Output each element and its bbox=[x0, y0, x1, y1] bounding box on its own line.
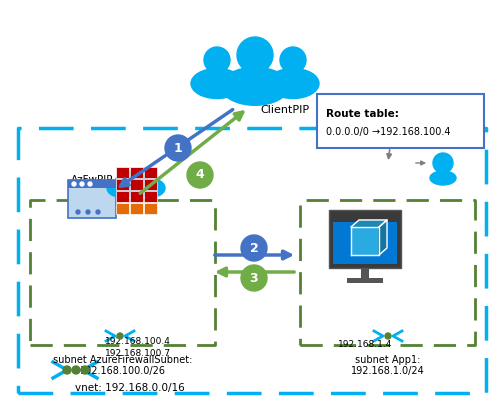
Bar bbox=[130, 167, 143, 178]
Polygon shape bbox=[351, 220, 387, 227]
Text: Route table:: Route table: bbox=[326, 109, 399, 119]
Circle shape bbox=[88, 182, 92, 186]
Polygon shape bbox=[351, 227, 379, 255]
Text: 4: 4 bbox=[196, 169, 204, 182]
Circle shape bbox=[204, 47, 230, 73]
Ellipse shape bbox=[114, 171, 158, 197]
Text: vnet: 192.168.0.0/16: vnet: 192.168.0.0/16 bbox=[75, 383, 185, 393]
Bar bbox=[116, 191, 129, 202]
Circle shape bbox=[80, 182, 84, 186]
Circle shape bbox=[187, 162, 213, 188]
Text: subnet App1:: subnet App1: bbox=[355, 355, 420, 365]
Circle shape bbox=[241, 265, 267, 291]
Ellipse shape bbox=[267, 68, 319, 99]
Text: 2: 2 bbox=[249, 241, 259, 254]
Text: 192.168.100.0/26: 192.168.100.0/26 bbox=[79, 366, 165, 376]
Circle shape bbox=[385, 333, 391, 339]
Bar bbox=[116, 167, 129, 178]
Bar bbox=[116, 203, 129, 214]
Circle shape bbox=[96, 210, 100, 214]
Bar bbox=[361, 268, 369, 280]
Text: subnet AzureFirewallSubnet:: subnet AzureFirewallSubnet: bbox=[53, 355, 192, 365]
FancyBboxPatch shape bbox=[317, 94, 484, 148]
Text: 1: 1 bbox=[174, 142, 183, 155]
Text: ClientPIP: ClientPIP bbox=[261, 105, 309, 115]
FancyBboxPatch shape bbox=[68, 180, 116, 218]
Circle shape bbox=[72, 366, 80, 374]
Text: 192.168.1.4: 192.168.1.4 bbox=[338, 340, 392, 349]
Ellipse shape bbox=[139, 179, 165, 197]
Circle shape bbox=[117, 333, 123, 339]
Ellipse shape bbox=[221, 67, 289, 105]
Bar bbox=[130, 179, 143, 190]
Circle shape bbox=[72, 182, 76, 186]
Bar bbox=[144, 191, 157, 202]
Text: 192.168.100.4
192.168.100.7: 192.168.100.4 192.168.100.7 bbox=[105, 337, 171, 358]
Bar bbox=[68, 180, 116, 188]
Ellipse shape bbox=[430, 171, 456, 185]
Circle shape bbox=[63, 366, 71, 374]
Text: 3: 3 bbox=[249, 272, 259, 285]
Circle shape bbox=[241, 235, 267, 261]
Text: AzFwPIP: AzFwPIP bbox=[71, 175, 113, 185]
Bar bbox=[130, 191, 143, 202]
Circle shape bbox=[81, 366, 89, 374]
Bar bbox=[116, 179, 129, 190]
Bar bbox=[144, 167, 157, 178]
Bar bbox=[144, 179, 157, 190]
Bar bbox=[130, 203, 143, 214]
Bar bbox=[333, 222, 397, 264]
Circle shape bbox=[280, 47, 306, 73]
FancyBboxPatch shape bbox=[329, 210, 401, 268]
Circle shape bbox=[76, 210, 80, 214]
Circle shape bbox=[237, 37, 273, 73]
Text: 192.168.1.0/24: 192.168.1.0/24 bbox=[351, 366, 425, 376]
Circle shape bbox=[165, 135, 191, 161]
Circle shape bbox=[86, 210, 90, 214]
Ellipse shape bbox=[191, 68, 243, 99]
Circle shape bbox=[433, 153, 453, 173]
Polygon shape bbox=[379, 220, 387, 255]
Text: 0.0.0.0/0 →192.168.100.4: 0.0.0.0/0 →192.168.100.4 bbox=[326, 127, 451, 137]
Bar bbox=[144, 203, 157, 214]
Bar bbox=[347, 278, 383, 283]
Ellipse shape bbox=[107, 179, 133, 197]
